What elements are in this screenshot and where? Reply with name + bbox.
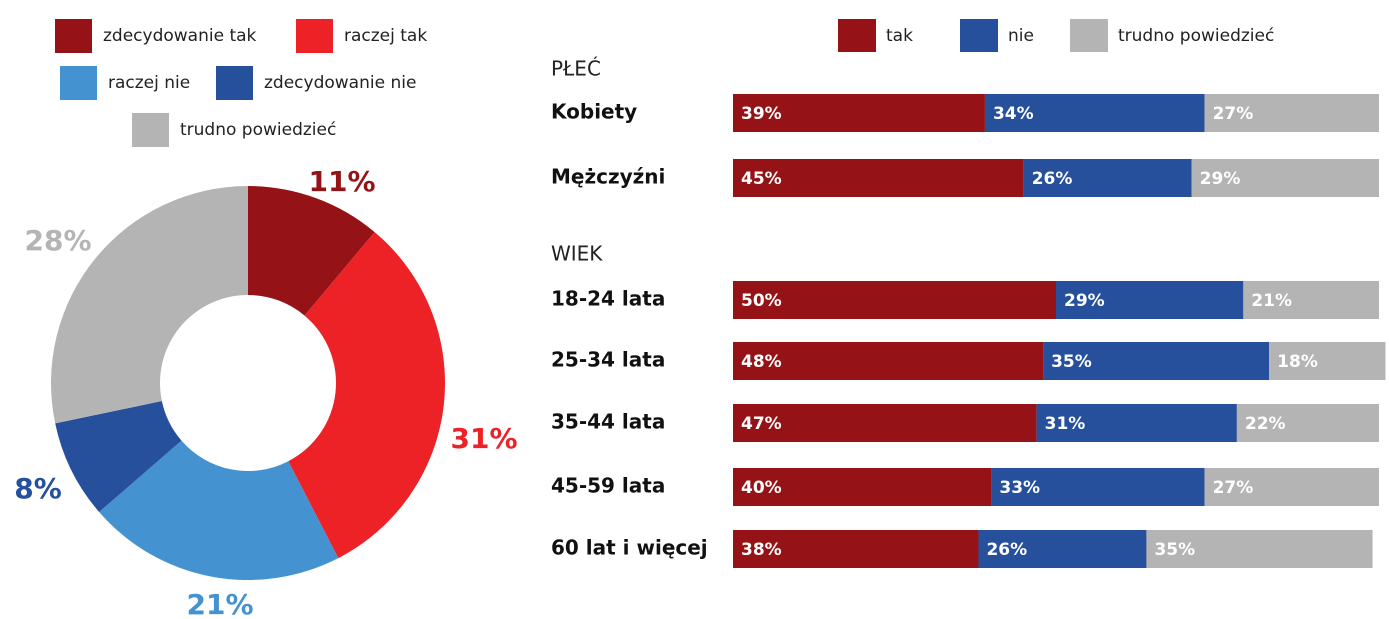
data-label: 35%: [1154, 540, 1195, 560]
bar-segment: [1204, 468, 1379, 506]
category-label: 25-34 lata: [551, 348, 665, 372]
bar-segment: [733, 468, 992, 506]
legend-label: trudno powiedzieć: [180, 120, 336, 140]
donut-slice: [288, 232, 445, 559]
bar-segment: [733, 404, 1037, 442]
data-label: 26%: [986, 540, 1027, 560]
data-label: 27%: [1213, 478, 1254, 498]
legend-swatch: [296, 19, 333, 53]
group-label: PŁEĆ: [551, 57, 601, 81]
data-label: 21%: [186, 588, 253, 619]
legend-swatch: [1070, 19, 1108, 52]
donut-slice: [55, 401, 182, 513]
data-label: 35%: [1051, 352, 1092, 372]
legend-swatch: [960, 19, 998, 52]
data-label: 40%: [741, 478, 782, 498]
data-label: 39%: [741, 104, 782, 124]
donut-slice: [50, 186, 249, 424]
bar-segment: [1204, 94, 1379, 132]
legend-swatch: [132, 113, 169, 147]
category-label: 35-44 lata: [551, 410, 665, 434]
data-label: 11%: [308, 165, 375, 198]
bar-segment: [733, 94, 985, 132]
bar-segment: [1191, 159, 1379, 197]
legend-label: zdecydowanie nie: [264, 73, 416, 93]
data-label: 31%: [1045, 414, 1086, 434]
legend-label: trudno powiedzieć: [1118, 26, 1274, 46]
legend-swatch: [60, 66, 97, 100]
bar-segment: [1023, 159, 1192, 197]
bar-segment: [733, 281, 1056, 319]
legend-label: nie: [1008, 26, 1034, 46]
bar-segment: [733, 342, 1044, 380]
bar-segment: [733, 530, 979, 568]
bar-segment: [978, 530, 1147, 568]
donut-slice: [99, 440, 339, 581]
data-label: 27%: [1213, 104, 1254, 124]
legend-label: raczej tak: [344, 26, 427, 46]
data-label: 29%: [1064, 291, 1105, 311]
group-label: WIEK: [551, 242, 603, 266]
data-label: 28%: [24, 224, 91, 257]
data-label: 8%: [14, 472, 62, 505]
bar-segment: [1056, 281, 1244, 319]
legend-swatch: [216, 66, 253, 100]
data-label: 29%: [1200, 169, 1241, 189]
data-label: 48%: [741, 352, 782, 372]
donut-slice: [248, 186, 375, 316]
category-label: Kobiety: [551, 100, 637, 124]
category-label: 45-59 lata: [551, 474, 665, 498]
legend-label: tak: [886, 26, 913, 46]
bar-segment: [1269, 342, 1386, 380]
data-label: 34%: [993, 104, 1034, 124]
bar-segment: [1043, 342, 1270, 380]
data-label: 47%: [741, 414, 782, 434]
data-label: 50%: [741, 291, 782, 311]
legend-swatch: [838, 19, 876, 52]
legend-label: zdecydowanie tak: [103, 26, 257, 46]
legend-swatch: [55, 19, 92, 53]
data-label: 18%: [1277, 352, 1318, 372]
category-label: 60 lat i więcej: [551, 536, 708, 560]
data-label: 45%: [741, 169, 782, 189]
bar-segment: [984, 94, 1205, 132]
category-label: 18-24 lata: [551, 287, 665, 311]
bar-segment: [1236, 404, 1379, 442]
bar-segment: [991, 468, 1205, 506]
category-label: Mężczyźni: [551, 165, 665, 189]
bar-segment: [1146, 530, 1373, 568]
data-label: 33%: [999, 478, 1040, 498]
data-label: 26%: [1032, 169, 1073, 189]
data-label: 22%: [1245, 414, 1286, 434]
data-label: 31%: [450, 422, 517, 455]
data-label: 38%: [741, 540, 782, 560]
bar-segment: [1036, 404, 1237, 442]
legend-label: raczej nie: [108, 73, 190, 93]
data-label: 21%: [1251, 291, 1292, 311]
bar-segment: [733, 159, 1024, 197]
bar-segment: [1243, 281, 1379, 319]
